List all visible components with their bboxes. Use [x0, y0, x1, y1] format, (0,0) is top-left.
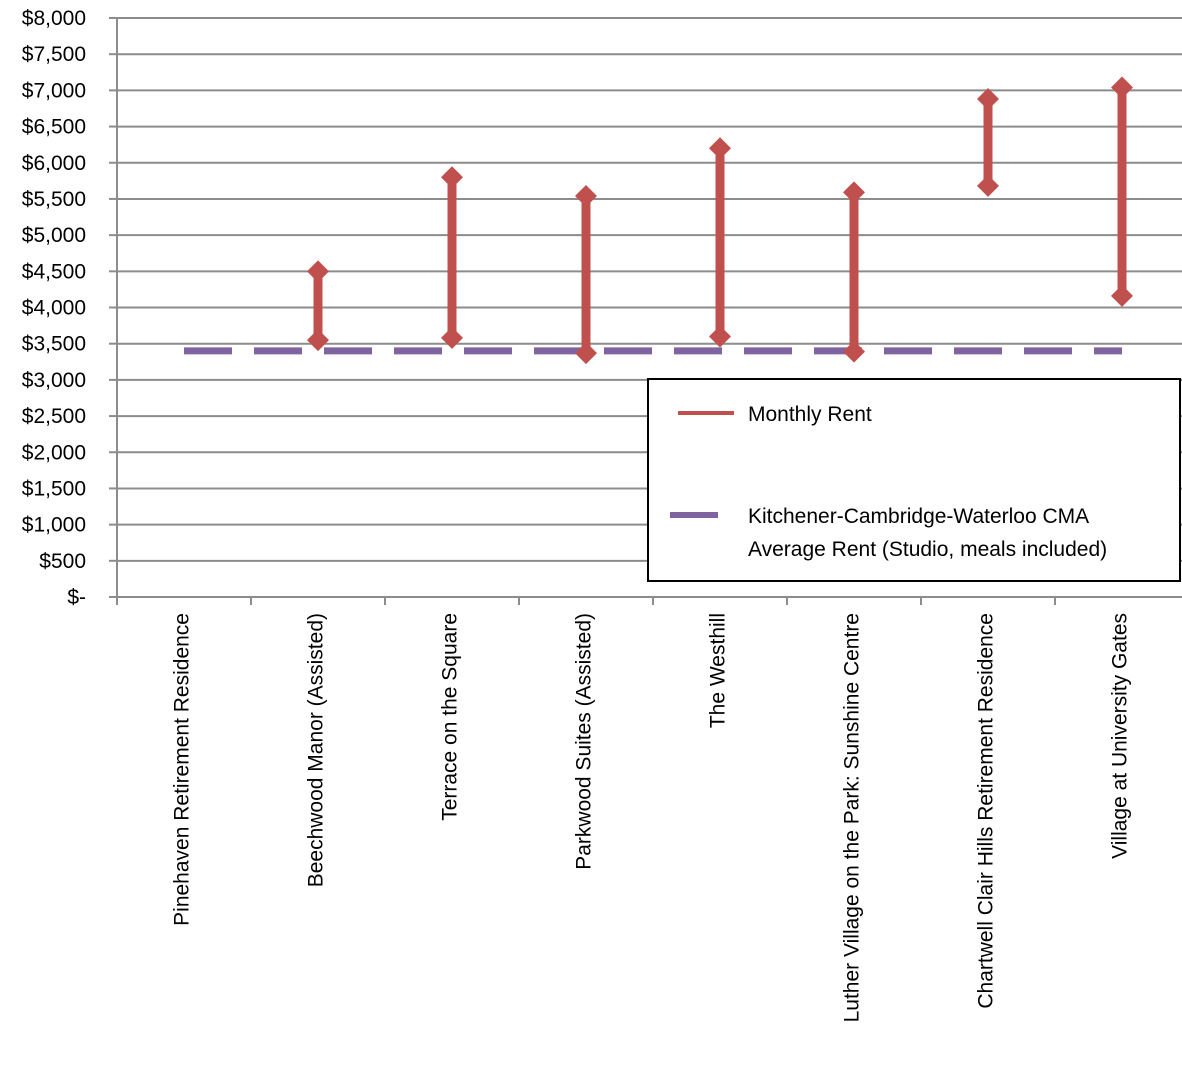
y-tick-label: $6,000 [22, 152, 86, 175]
y-axis-tick-labels: $- $500 $1,000 $1,500 $2,000 $2,500 $3,000 $3,5… [22, 7, 86, 609]
y-tick-label: $8,000 [22, 7, 86, 30]
rent-range-3 [441, 166, 463, 349]
y-tick-label: $4,000 [22, 297, 86, 320]
rent-min-marker [1111, 284, 1133, 307]
y-tick-label: $5,500 [22, 188, 86, 211]
legend: Monthly Rent Kitchener-Cambridge-Waterloo… [647, 378, 1181, 582]
category-label: Parkwood Suites (Assisted) [573, 613, 596, 870]
y-tick-label: $3,500 [22, 333, 86, 356]
rent-range-2 [307, 260, 329, 352]
legend-box [647, 378, 1181, 582]
legend-label-monthly-rent: Monthly Rent [748, 403, 872, 426]
rent-max-marker [441, 166, 463, 189]
rent-max-marker [575, 185, 597, 208]
category-label: Beechwood Manor (Assisted) [305, 613, 328, 887]
category-label: The Westhill [707, 613, 730, 728]
axes [109, 17, 1182, 605]
y-tick-label: $1,000 [22, 514, 86, 537]
legend-label-line: Average Rent (Studio, meals included) [748, 538, 1107, 561]
rent-min-marker [575, 342, 597, 365]
y-tick-label: $3,000 [22, 369, 86, 392]
rent-min-marker [709, 325, 731, 348]
y-tick-label: $- [67, 586, 86, 609]
rent-range-6 [843, 181, 865, 363]
y-tick-label: $7,500 [22, 43, 86, 66]
rent-min-marker [441, 326, 463, 349]
y-tick-label: $4,500 [22, 260, 86, 283]
rent-min-marker [307, 329, 329, 352]
y-tick-label: $2,500 [22, 405, 86, 428]
x-axis-category-labels: Pinehaven Retirement Residence Beechwood … [171, 613, 1132, 1022]
rent-ranges [307, 76, 1133, 365]
rent-range-8 [1111, 76, 1133, 307]
category-label: Terrace on the Square [439, 613, 462, 821]
category-label: Village at University Gates [1109, 613, 1132, 859]
legend-label-line: Kitchener-Cambridge-Waterloo CMA [748, 505, 1089, 528]
rent-max-marker [1111, 76, 1133, 99]
rent-min-marker [977, 174, 999, 197]
category-label: Luther Village on the Park: Sunshine Cen… [841, 613, 864, 1022]
y-tick-label: $1,500 [22, 477, 86, 500]
category-label: Chartwell Clair Hills Retirement Residen… [975, 613, 998, 1009]
rent-max-marker [709, 137, 731, 160]
rent-max-marker [843, 181, 865, 204]
y-tick-label: $5,000 [22, 224, 86, 247]
rent-range-4 [575, 185, 597, 365]
y-tick-label: $500 [39, 550, 86, 573]
category-label: Pinehaven Retirement Residence [171, 613, 194, 926]
y-tick-label: $6,500 [22, 116, 86, 139]
rent-max-marker [307, 260, 329, 283]
legend-label-average-rent: Kitchener-Cambridge-Waterloo CMA Average … [748, 505, 1107, 561]
rent-max-marker [977, 88, 999, 111]
rent-min-marker [843, 340, 865, 363]
y-tick-label: $2,000 [22, 441, 86, 464]
rent-range-7 [977, 88, 999, 197]
y-tick-label: $7,000 [22, 79, 86, 102]
rent-range-5 [709, 137, 731, 348]
